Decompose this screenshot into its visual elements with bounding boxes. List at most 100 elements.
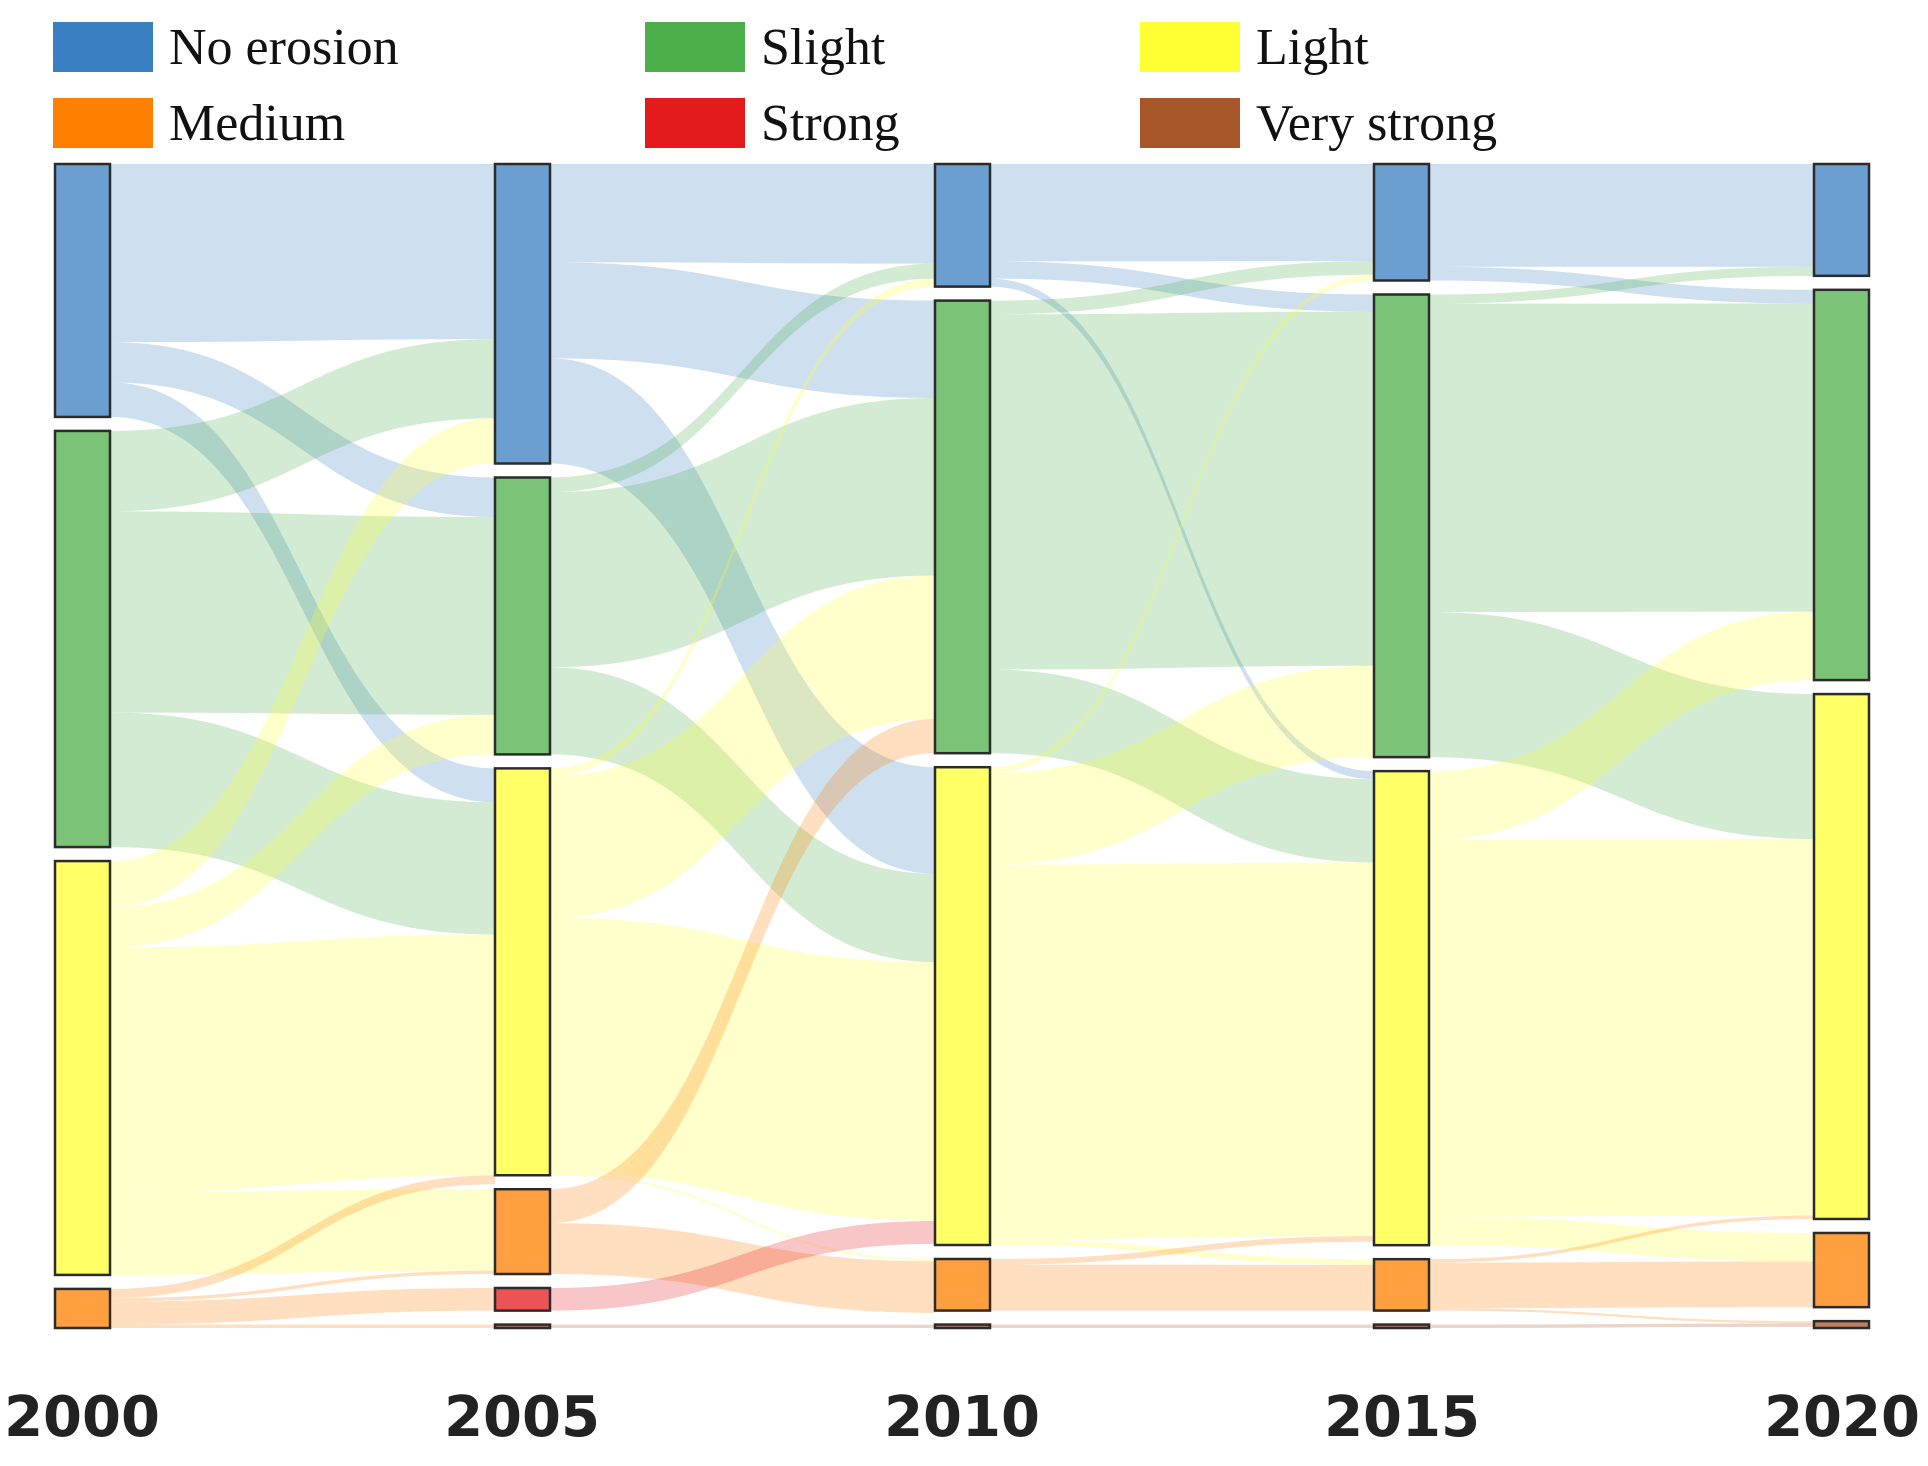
flow-2015-no-erosion-to-2020-slight	[1429, 266, 1814, 304]
node-2000-slight	[53, 429, 112, 849]
flow-2010-medium-to-2015-medium	[990, 1264, 1374, 1311]
legend-swatch-strong	[645, 98, 745, 148]
node-2015-medium	[1372, 1257, 1431, 1312]
node-2020-medium	[1812, 1231, 1871, 1309]
flow-2000-medium-to-2005-light	[110, 1175, 495, 1299]
legend-label-slight: Slight	[761, 19, 886, 76]
node-2010-medium	[933, 1257, 992, 1312]
flow-2015-very-strong-to-2020-very-strong	[1429, 1323, 1814, 1328]
flow-2005-no-erosion-to-2010-light	[550, 358, 935, 874]
legend-label-very-strong: Very strong	[1256, 95, 1497, 152]
flow-2005-medium-to-2010-medium	[550, 1223, 935, 1313]
node-2005-very-strong	[493, 1323, 552, 1330]
flow-2010-no-erosion-to-2015-light	[990, 278, 1374, 780]
legend-swatch-slight	[645, 22, 745, 72]
legend-swatch-light	[1140, 22, 1240, 72]
flow-2010-no-erosion-to-2015-slight	[990, 261, 1374, 312]
flow-2005-light-to-2010-light	[550, 917, 935, 1221]
node-2015-light	[1372, 769, 1431, 1247]
flow-2000-no-erosion-to-2005-slight	[110, 342, 495, 518]
flow-2015-light-to-2020-slight	[1429, 611, 1814, 840]
flow-2010-no-erosion-to-2015-no-erosion	[990, 164, 1374, 262]
legend-swatch-no-erosion	[53, 22, 153, 72]
flow-2015-medium-to-2020-light	[1429, 1215, 1814, 1263]
category-nodes	[53, 162, 1871, 1330]
flow-2005-strong-to-2010-light	[550, 1220, 935, 1311]
flow-2015-slight-to-2020-no-erosion	[1429, 266, 1814, 304]
year-label-2005: 2005	[444, 1385, 600, 1450]
flow-2000-medium-to-2005-medium	[110, 1270, 495, 1302]
node-2010-slight	[933, 299, 992, 755]
flow-2010-slight-to-2015-light	[990, 669, 1374, 863]
flow-2005-no-erosion-to-2010-no-erosion	[550, 164, 935, 264]
node-2000-light	[53, 859, 112, 1277]
flow-2000-medium-to-2005-very-strong	[110, 1324, 495, 1328]
node-2005-light	[493, 767, 552, 1177]
flow-2015-medium-to-2020-medium	[1429, 1261, 1814, 1309]
node-2020-light	[1812, 692, 1871, 1221]
flow-2010-light-to-2015-slight	[990, 665, 1374, 865]
node-2000-medium	[53, 1287, 112, 1330]
flow-2010-light-to-2015-no-erosion	[990, 274, 1374, 773]
node-2010-very-strong	[933, 1323, 992, 1330]
node-2005-slight	[493, 476, 552, 756]
year-axis: 2000 2005 2010 2015 2020	[4, 1385, 1920, 1450]
flow-2000-light-to-2005-no-erosion	[110, 418, 495, 908]
flow-2005-slight-to-2010-no-erosion	[550, 263, 935, 493]
flow-2000-slight-to-2005-no-erosion	[110, 339, 495, 512]
legend-label-medium: Medium	[169, 95, 345, 152]
flow-2000-medium-to-2005-strong	[110, 1288, 495, 1325]
flow-2005-no-erosion-to-2010-slight	[550, 262, 935, 398]
flow-2005-light-to-2010-slight	[550, 575, 935, 918]
year-label-2020: 2020	[1764, 1385, 1920, 1450]
flow-2000-light-to-2005-medium	[110, 1189, 495, 1275]
flow-2005-light-to-2010-no-erosion	[550, 278, 935, 777]
node-2005-medium	[493, 1187, 552, 1276]
flow-2005-light-to-2010-medium	[550, 1172, 935, 1262]
flow-2015-no-erosion-to-2020-no-erosion	[1429, 164, 1814, 267]
node-2020-slight	[1812, 288, 1871, 682]
year-label-2015: 2015	[1324, 1385, 1480, 1450]
flow-2000-light-to-2005-slight	[110, 714, 495, 948]
node-2015-slight	[1372, 293, 1431, 759]
year-label-2000: 2000	[4, 1385, 160, 1450]
legend-label-strong: Strong	[761, 95, 900, 152]
flow-2010-slight-to-2015-slight	[990, 311, 1374, 670]
node-2000-no-erosion	[53, 162, 112, 419]
flow-2010-slight-to-2015-no-erosion	[990, 261, 1374, 315]
flow-2010-light-to-2015-light	[990, 862, 1374, 1240]
flow-2005-medium-to-2010-slight	[550, 718, 935, 1224]
flow-2010-light-to-2015-medium	[990, 1239, 1374, 1265]
node-2005-strong	[493, 1286, 552, 1312]
flow-2015-slight-to-2020-slight	[1429, 303, 1814, 613]
flow-2000-slight-to-2005-slight	[110, 511, 495, 715]
flow-2000-light-to-2005-light	[110, 934, 495, 1193]
node-2015-no-erosion	[1372, 162, 1431, 282]
flow-2000-no-erosion-to-2005-light	[110, 382, 495, 803]
flow-2000-no-erosion-to-2005-no-erosion	[110, 164, 495, 343]
flow-2015-light-to-2020-light	[1429, 838, 1814, 1217]
legend-label-no-erosion: No erosion	[169, 19, 399, 76]
legend-swatch-medium	[53, 98, 153, 148]
flow-2010-medium-to-2015-light	[990, 1236, 1374, 1265]
flow-2005-very-strong-to-2010-very-strong	[550, 1324, 935, 1328]
flow-links	[110, 164, 1814, 1328]
node-2005-no-erosion	[493, 162, 552, 465]
flow-2005-slight-to-2010-slight	[550, 397, 935, 668]
legend-label-light: Light	[1256, 19, 1369, 76]
legend-swatch-very-strong	[1140, 98, 1240, 148]
node-2010-no-erosion	[933, 162, 992, 288]
node-2010-light	[933, 765, 992, 1247]
node-2020-very-strong	[1812, 1319, 1871, 1330]
flow-2015-light-to-2020-medium	[1429, 1216, 1814, 1262]
flow-2000-slight-to-2005-light	[110, 712, 495, 935]
flow-2010-very-strong-to-2015-very-strong	[990, 1324, 1374, 1328]
year-label-2010: 2010	[884, 1385, 1040, 1450]
legend: No erosion Slight Light Medium Strong Very st…	[53, 19, 1497, 152]
flow-2005-slight-to-2010-light	[550, 667, 935, 962]
node-2015-very-strong	[1372, 1323, 1431, 1330]
flow-2015-medium-to-2020-very-strong	[1429, 1308, 1814, 1324]
flow-2015-slight-to-2020-light	[1429, 612, 1814, 839]
node-2020-no-erosion	[1812, 162, 1871, 278]
